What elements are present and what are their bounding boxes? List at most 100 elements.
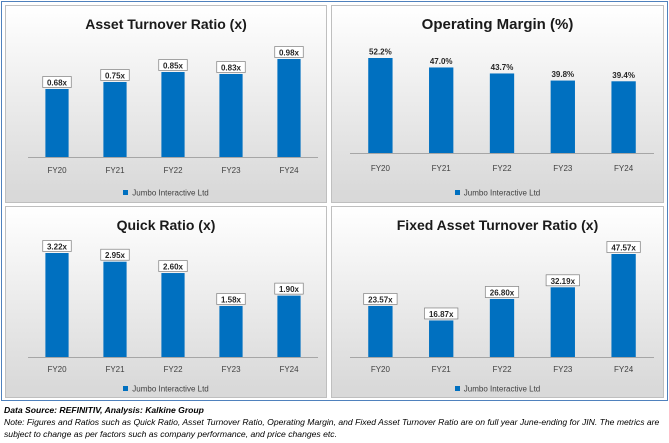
bar bbox=[489, 298, 515, 357]
data-label: 39.4% bbox=[612, 71, 635, 80]
bar bbox=[277, 295, 301, 357]
bar bbox=[45, 89, 69, 157]
data-label: 1.58x bbox=[221, 295, 242, 304]
chart-title: Operating Margin (%) bbox=[421, 16, 574, 33]
bar bbox=[45, 253, 69, 357]
data-label-box bbox=[158, 59, 188, 71]
asset-turnover-chart: Asset Turnover Ratio (x) 0.68x FY20 0.75x F… bbox=[5, 5, 327, 203]
chart-plot: 3.22x FY20 2.95x FY21 2.60x FY22 1.58x FY23 1.90… bbox=[28, 240, 318, 374]
bar bbox=[368, 305, 393, 357]
chart-legend: Jumbo Interactive Ltd bbox=[332, 384, 663, 393]
chart-legend: Jumbo Interactive Ltd bbox=[6, 384, 326, 393]
category-label: FY22 bbox=[163, 365, 183, 374]
footnote: Note: Figures and Ratios such as Quick R… bbox=[4, 417, 660, 439]
data-label-box bbox=[424, 307, 459, 320]
category-label: FY20 bbox=[371, 365, 391, 374]
data-label-box bbox=[606, 241, 641, 253]
legend-swatch bbox=[123, 190, 129, 196]
category-label: FY21 bbox=[105, 365, 125, 374]
data-label: 0.68x bbox=[47, 79, 68, 88]
bar bbox=[277, 59, 301, 157]
data-label: 2.60x bbox=[163, 263, 184, 272]
data-label-box bbox=[42, 76, 72, 88]
chart-plot: 23.57x FY20 16.87x FY21 26.80x FY22 32.19x FY23… bbox=[350, 241, 654, 374]
category-label: FY22 bbox=[492, 164, 512, 173]
data-label: 1.90x bbox=[279, 285, 300, 294]
category-label: FY21 bbox=[432, 164, 452, 173]
category-label: FY23 bbox=[221, 166, 241, 175]
data-label-box bbox=[545, 274, 580, 287]
data-label: 43.7% bbox=[491, 63, 514, 72]
category-label: FY23 bbox=[221, 365, 241, 374]
category-label: FY21 bbox=[105, 166, 125, 175]
bar bbox=[103, 261, 127, 357]
bar bbox=[429, 320, 454, 357]
data-label-box bbox=[216, 293, 246, 305]
category-label: FY20 bbox=[371, 164, 391, 173]
data-label: 47.57x bbox=[611, 244, 636, 253]
data-label: 2.95x bbox=[105, 251, 126, 260]
chart-plot: 0.68x FY20 0.75x FY21 0.85x FY22 0.83x FY23 0.98… bbox=[28, 46, 318, 175]
data-label-box bbox=[274, 282, 304, 295]
bar bbox=[161, 72, 185, 157]
bar bbox=[611, 81, 636, 153]
chart-title: Asset Turnover Ratio (x) bbox=[85, 16, 247, 32]
legend-swatch bbox=[454, 386, 460, 392]
category-label: FY24 bbox=[279, 166, 299, 175]
data-label-box bbox=[100, 69, 130, 81]
footer: Data Source: REFINITIV, Analysis: Kalkin… bbox=[4, 404, 666, 440]
legend-label: Jumbo Interactive Ltd bbox=[463, 384, 541, 394]
data-label-box bbox=[363, 293, 398, 305]
bar bbox=[368, 58, 393, 153]
fixed-asset-turnover-chart: Fixed Asset Turnover Ratio (x) 23.57x FY2… bbox=[331, 206, 664, 398]
chart-legend: Jumbo Interactive Ltd bbox=[332, 188, 663, 197]
legend-swatch bbox=[454, 190, 460, 196]
operating-margin-chart: Operating Margin (%) 52.2% FY20 47.0% FY21 4… bbox=[331, 5, 664, 203]
data-label-box bbox=[484, 286, 520, 298]
category-label: FY21 bbox=[432, 365, 452, 374]
data-label-box bbox=[158, 260, 188, 272]
legend-swatch bbox=[123, 386, 129, 392]
category-label: FY24 bbox=[614, 164, 634, 173]
category-label: FY23 bbox=[553, 164, 573, 173]
category-label: FY20 bbox=[47, 365, 67, 374]
category-label: FY24 bbox=[614, 365, 634, 374]
bar bbox=[161, 273, 185, 357]
data-label: 23.57x bbox=[368, 295, 393, 304]
data-label: 0.75x bbox=[105, 72, 126, 81]
data-label: 47.0% bbox=[430, 57, 453, 66]
category-label: FY22 bbox=[163, 166, 183, 175]
category-label: FY24 bbox=[279, 365, 299, 374]
data-label-box bbox=[42, 240, 72, 252]
bar bbox=[489, 73, 515, 153]
data-label: 0.83x bbox=[221, 64, 242, 73]
quick-ratio-chart: Quick Ratio (x) 3.22x FY20 2.95x FY21 2.60x F… bbox=[5, 206, 327, 398]
data-label: 0.98x bbox=[279, 49, 300, 58]
data-label-box bbox=[216, 61, 246, 73]
legend-label: Jumbo Interactive Ltd bbox=[132, 188, 209, 198]
category-label: FY20 bbox=[47, 166, 67, 175]
category-label: FY22 bbox=[492, 365, 512, 374]
data-label: 16.87x bbox=[429, 310, 454, 319]
bar bbox=[219, 305, 243, 357]
data-label: 39.8% bbox=[551, 70, 574, 79]
data-label: 32.19x bbox=[551, 277, 576, 286]
bar bbox=[429, 67, 454, 153]
chart-title: Fixed Asset Turnover Ratio (x) bbox=[396, 217, 599, 233]
chart-title: Quick Ratio (x) bbox=[116, 217, 216, 233]
data-label-box bbox=[100, 248, 130, 261]
data-label: 52.2% bbox=[369, 48, 392, 57]
category-label: FY23 bbox=[553, 365, 573, 374]
data-label: 3.22x bbox=[47, 243, 68, 252]
bar bbox=[611, 254, 636, 357]
legend-label: Jumbo Interactive Ltd bbox=[132, 384, 209, 394]
bar bbox=[103, 82, 127, 157]
data-label-box bbox=[274, 46, 304, 58]
bar bbox=[219, 74, 243, 157]
bar bbox=[550, 80, 575, 153]
data-label: 0.85x bbox=[163, 62, 184, 71]
chart-legend: Jumbo Interactive Ltd bbox=[6, 188, 326, 197]
bar bbox=[550, 287, 575, 357]
data-source: Data Source: REFINITIV, Analysis: Kalkin… bbox=[4, 405, 204, 415]
data-label: 26.80x bbox=[490, 288, 515, 297]
